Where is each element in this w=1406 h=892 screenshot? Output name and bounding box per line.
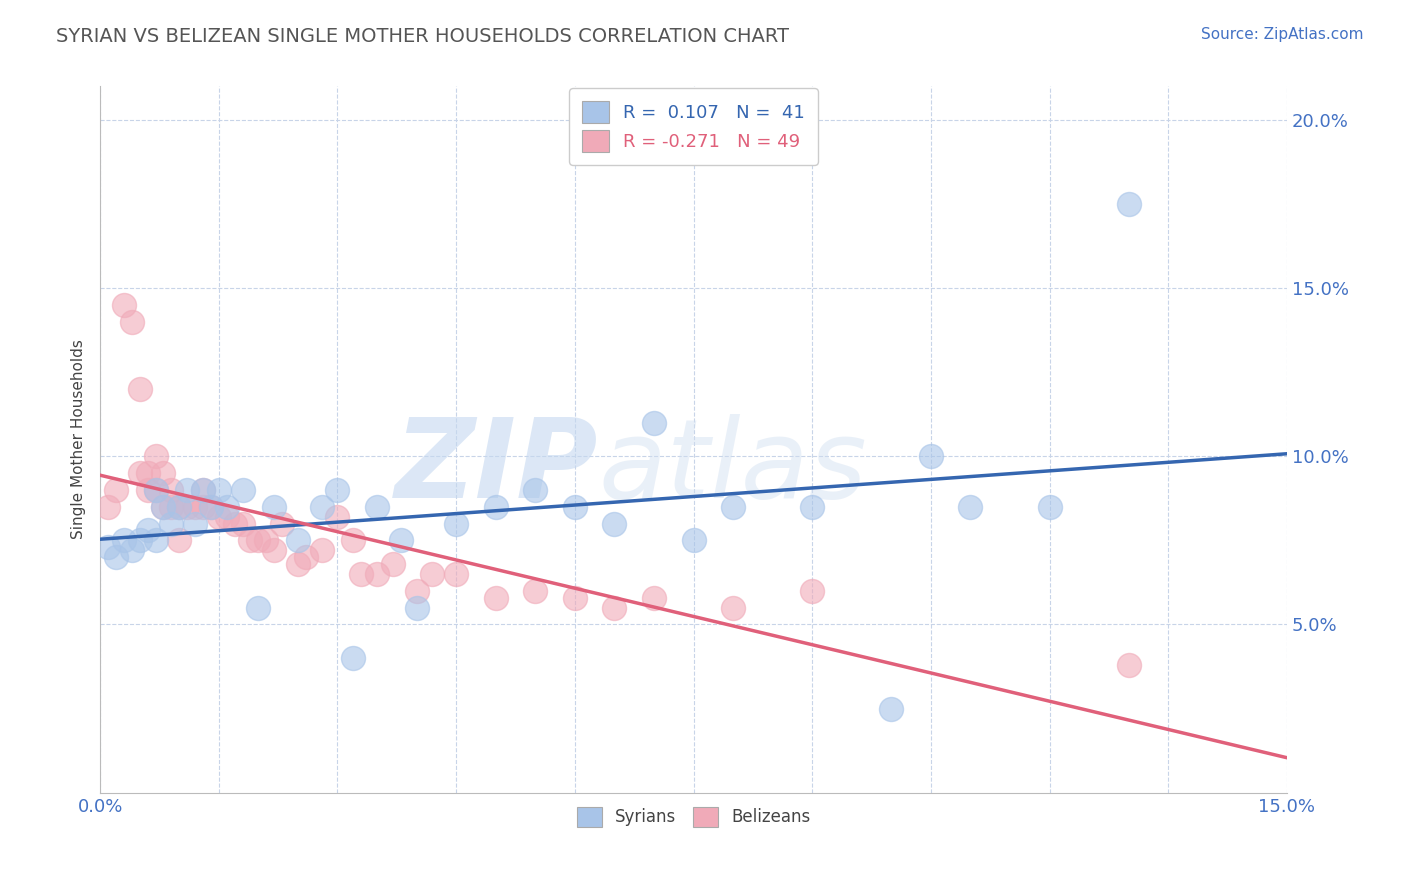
Point — [136, 524, 159, 538]
Point — [232, 483, 254, 497]
Point — [112, 533, 135, 548]
Point — [152, 500, 174, 514]
Point — [191, 500, 214, 514]
Point — [104, 483, 127, 497]
Point — [682, 533, 704, 548]
Point — [152, 466, 174, 480]
Point — [721, 500, 744, 514]
Point — [564, 591, 586, 605]
Point — [184, 500, 207, 514]
Point — [145, 450, 167, 464]
Point — [1118, 197, 1140, 211]
Point — [311, 543, 333, 558]
Point — [200, 500, 222, 514]
Point — [167, 533, 190, 548]
Point — [145, 483, 167, 497]
Point — [342, 533, 364, 548]
Point — [603, 516, 626, 531]
Point — [232, 516, 254, 531]
Point — [342, 651, 364, 665]
Point — [191, 483, 214, 497]
Point — [287, 533, 309, 548]
Point — [224, 516, 246, 531]
Point — [366, 567, 388, 582]
Point — [444, 516, 467, 531]
Point — [405, 600, 427, 615]
Point — [152, 500, 174, 514]
Text: ZIP: ZIP — [395, 414, 599, 521]
Point — [1039, 500, 1062, 514]
Point — [271, 516, 294, 531]
Point — [128, 466, 150, 480]
Point — [801, 583, 824, 598]
Point — [121, 543, 143, 558]
Point — [247, 600, 270, 615]
Point — [405, 583, 427, 598]
Point — [801, 500, 824, 514]
Point — [97, 540, 120, 554]
Point — [112, 298, 135, 312]
Point — [167, 500, 190, 514]
Point — [215, 509, 238, 524]
Point — [263, 543, 285, 558]
Point — [326, 509, 349, 524]
Point — [422, 567, 444, 582]
Point — [326, 483, 349, 497]
Point — [160, 516, 183, 531]
Text: atlas: atlas — [599, 414, 868, 521]
Point — [524, 483, 547, 497]
Point — [263, 500, 285, 514]
Text: SYRIAN VS BELIZEAN SINGLE MOTHER HOUSEHOLDS CORRELATION CHART: SYRIAN VS BELIZEAN SINGLE MOTHER HOUSEHO… — [56, 27, 789, 45]
Point — [880, 701, 903, 715]
Point — [176, 500, 198, 514]
Point — [959, 500, 981, 514]
Point — [128, 382, 150, 396]
Point — [208, 509, 231, 524]
Point — [311, 500, 333, 514]
Point — [295, 550, 318, 565]
Point — [104, 550, 127, 565]
Point — [215, 500, 238, 514]
Point — [184, 516, 207, 531]
Point — [167, 500, 190, 514]
Text: Source: ZipAtlas.com: Source: ZipAtlas.com — [1201, 27, 1364, 42]
Point — [366, 500, 388, 514]
Point — [524, 583, 547, 598]
Point — [564, 500, 586, 514]
Point — [97, 500, 120, 514]
Point — [643, 591, 665, 605]
Point — [247, 533, 270, 548]
Point — [287, 557, 309, 571]
Point — [485, 591, 508, 605]
Point — [381, 557, 404, 571]
Point — [350, 567, 373, 582]
Point — [136, 483, 159, 497]
Point — [128, 533, 150, 548]
Point — [145, 483, 167, 497]
Point — [1118, 657, 1140, 672]
Point — [145, 533, 167, 548]
Point — [200, 500, 222, 514]
Point — [643, 416, 665, 430]
Point — [176, 483, 198, 497]
Point — [191, 483, 214, 497]
Point — [920, 450, 942, 464]
Point — [254, 533, 277, 548]
Point — [136, 466, 159, 480]
Point — [444, 567, 467, 582]
Point — [485, 500, 508, 514]
Legend: Syrians, Belizeans: Syrians, Belizeans — [569, 800, 817, 834]
Point — [160, 483, 183, 497]
Point — [121, 315, 143, 329]
Point — [160, 500, 183, 514]
Point — [721, 600, 744, 615]
Y-axis label: Single Mother Households: Single Mother Households — [72, 340, 86, 540]
Point — [389, 533, 412, 548]
Point — [603, 600, 626, 615]
Point — [239, 533, 262, 548]
Point — [208, 483, 231, 497]
